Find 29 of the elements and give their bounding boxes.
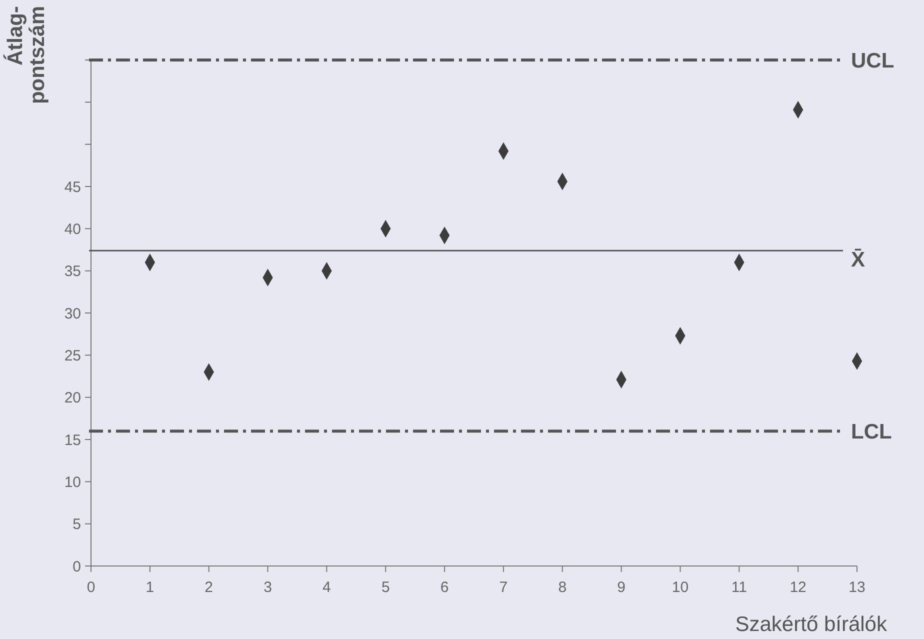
y-tick-label: 35 [64,263,81,280]
x-tick-label: 6 [440,579,449,596]
x-tick-label: 13 [848,579,866,596]
ref-line-label: LCL [851,420,892,444]
x-tick-label: 12 [790,579,806,596]
x-tick-label: 3 [264,579,272,596]
y-tick-label: 25 [64,347,81,364]
y-axis-title: Átlag- pontszám [3,6,50,104]
y-tick-label: 0 [72,558,81,576]
y-tick-label: 30 [64,305,81,322]
x-axis-title: Szakértő bírálók [735,613,888,636]
x-tick-label: 10 [672,579,689,596]
x-tick-label: 11 [731,579,747,596]
ref-line-label: UCL [851,49,894,72]
y-tick-label: 45 [64,178,81,196]
x-tick-label: 1 [146,579,154,596]
y-tick-label: 20 [64,390,81,407]
x-tick-label: 5 [381,579,390,596]
x-tick-label: 9 [617,579,626,596]
x-tick-label: 4 [322,579,331,596]
y-tick-label: 5 [72,516,81,534]
x-tick-label: 0 [86,579,96,596]
x-tick-label: 2 [204,579,214,596]
x-tick-label: 8 [558,579,567,596]
x-tick-label: 7 [499,579,508,596]
y-tick-label: 40 [64,220,81,238]
y-tick-label: 15 [64,432,81,449]
ref-line-label: X̄ [851,248,866,272]
y-tick-label: 10 [64,474,81,491]
